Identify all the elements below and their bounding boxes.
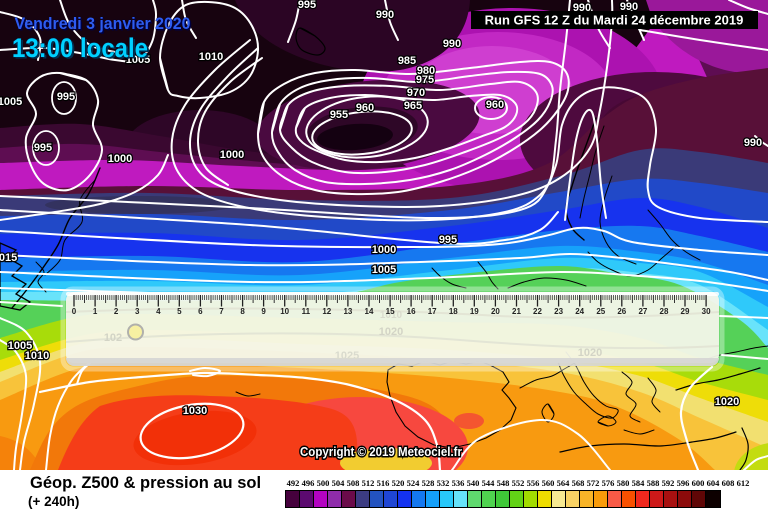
- svg-text:970: 970: [407, 87, 425, 99]
- svg-text:30: 30: [702, 307, 711, 316]
- svg-text:16: 16: [407, 307, 416, 316]
- svg-text:1005: 1005: [372, 264, 396, 276]
- svg-text:960: 960: [486, 99, 504, 111]
- svg-text:15: 15: [386, 307, 395, 316]
- svg-text:10: 10: [280, 307, 289, 316]
- svg-text:Vendredi 3 janvier 2020: Vendredi 3 janvier 2020: [16, 16, 192, 35]
- svg-text:1000: 1000: [108, 153, 132, 165]
- svg-text:13:00 locale: 13:00 locale: [14, 35, 150, 65]
- svg-text:Vendredi 3 janvier 2020: Vendredi 3 janvier 2020: [15, 14, 191, 33]
- svg-text:5: 5: [177, 307, 182, 316]
- svg-text:19: 19: [470, 307, 479, 316]
- svg-text:4: 4: [156, 307, 161, 316]
- svg-text:12: 12: [322, 307, 331, 316]
- svg-text:13: 13: [343, 307, 352, 316]
- svg-text:965: 965: [404, 100, 422, 112]
- svg-text:25: 25: [596, 307, 605, 316]
- svg-text:13:00 locale: 13:00 locale: [12, 33, 148, 63]
- svg-text:1005: 1005: [8, 340, 32, 352]
- svg-text:1000: 1000: [220, 149, 244, 161]
- svg-text:1010: 1010: [199, 51, 223, 63]
- svg-text:1020: 1020: [578, 347, 602, 359]
- svg-text:21: 21: [512, 307, 521, 316]
- svg-text:990: 990: [443, 38, 461, 50]
- svg-text:7: 7: [219, 307, 224, 316]
- svg-text:1025: 1025: [335, 350, 359, 362]
- svg-text:Run GFS 12 Z du Mardi 24 décem: Run GFS 12 Z du Mardi 24 décembre 2019: [485, 13, 744, 28]
- svg-text:17: 17: [428, 307, 437, 316]
- svg-text:0: 0: [72, 307, 77, 316]
- svg-text:1020: 1020: [379, 326, 403, 338]
- svg-text:1010: 1010: [25, 350, 49, 362]
- svg-text:1005: 1005: [0, 96, 22, 108]
- svg-text:3: 3: [135, 307, 140, 316]
- svg-text:955: 955: [330, 109, 348, 121]
- svg-text:23: 23: [554, 307, 563, 316]
- svg-text:2: 2: [114, 307, 119, 316]
- svg-text:8: 8: [240, 307, 245, 316]
- svg-text:990: 990: [620, 1, 638, 13]
- svg-text:975: 975: [416, 74, 434, 86]
- svg-text:995: 995: [57, 91, 75, 103]
- svg-text:Copyright © 2019 Meteociel.fr: Copyright © 2019 Meteociel.fr: [300, 444, 462, 459]
- svg-text:11: 11: [302, 307, 311, 316]
- svg-text:995: 995: [298, 0, 316, 11]
- svg-text:28: 28: [660, 307, 669, 316]
- svg-text:980: 980: [417, 65, 435, 77]
- svg-text:1020: 1020: [715, 396, 739, 408]
- svg-text:22: 22: [533, 307, 542, 316]
- svg-text:102: 102: [104, 332, 122, 344]
- svg-text:14: 14: [365, 307, 374, 316]
- svg-text:27: 27: [638, 307, 647, 316]
- svg-text:18: 18: [449, 307, 458, 316]
- svg-text:990: 990: [744, 137, 762, 149]
- svg-text:1005: 1005: [126, 54, 150, 66]
- svg-text:1000: 1000: [372, 244, 396, 256]
- svg-text:29: 29: [681, 307, 690, 316]
- svg-text:1: 1: [93, 307, 98, 316]
- svg-text:24: 24: [575, 307, 584, 316]
- svg-text:26: 26: [617, 307, 626, 316]
- svg-text:995: 995: [439, 234, 457, 246]
- svg-text:20: 20: [491, 307, 500, 316]
- svg-text:985: 985: [398, 55, 416, 67]
- svg-text:990: 990: [376, 9, 394, 21]
- svg-text:1030: 1030: [183, 405, 207, 417]
- svg-text:015: 015: [0, 252, 17, 264]
- svg-text:995: 995: [34, 142, 52, 154]
- svg-text:9: 9: [261, 307, 266, 316]
- svg-text:960: 960: [356, 102, 374, 114]
- svg-text:1010: 1010: [380, 310, 403, 321]
- svg-text:6: 6: [198, 307, 203, 316]
